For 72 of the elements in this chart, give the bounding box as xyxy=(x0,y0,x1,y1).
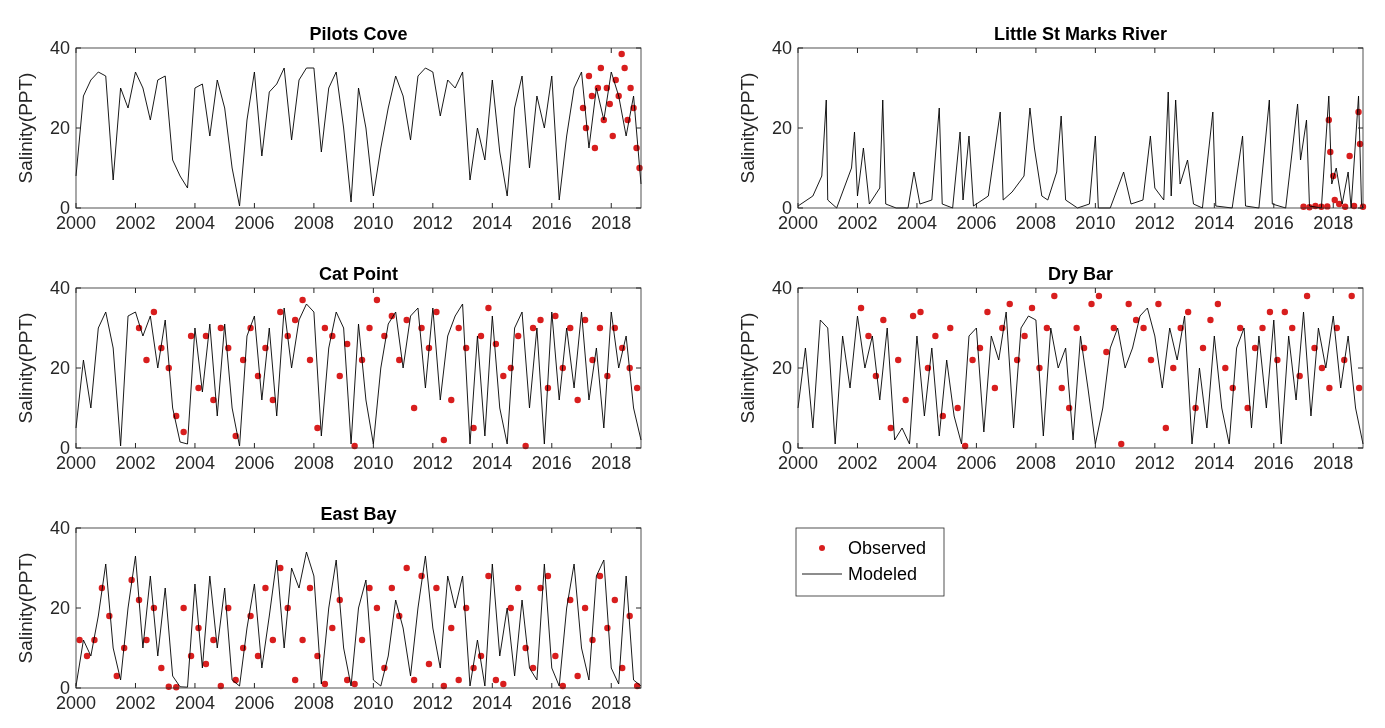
x-tick-label: 2000 xyxy=(55,693,97,713)
y-tick-label: 40 xyxy=(49,38,70,58)
x-tick-label: 2012 xyxy=(412,693,453,713)
legend-label: Modeled xyxy=(848,564,918,584)
x-tick-label: 2008 xyxy=(293,453,334,473)
x-tick-label: 2004 xyxy=(896,453,937,473)
x-tick-label: 2008 xyxy=(293,213,334,233)
x-tick-label: 2006 xyxy=(956,213,997,233)
x-tick-label: 2008 xyxy=(1015,453,1056,473)
x-tick-label: 2008 xyxy=(293,693,334,713)
x-tick-label: 2016 xyxy=(1253,453,1294,473)
x-tick-label: 2018 xyxy=(591,453,632,473)
x-tick-label: 2016 xyxy=(531,213,572,233)
y-axis-title: Salinity(PPT) xyxy=(15,72,36,184)
x-tick-label: 2004 xyxy=(174,693,215,713)
y-axis-title: Salinity(PPT) xyxy=(737,72,758,184)
y-tick-label: 20 xyxy=(49,118,70,138)
x-tick-label: 2002 xyxy=(837,453,878,473)
chart-title: Dry Bar xyxy=(1047,264,1114,284)
x-tick-label: 2012 xyxy=(412,453,453,473)
y-tick-label: 20 xyxy=(771,358,792,378)
x-tick-label: 2014 xyxy=(472,693,513,713)
x-tick-label: 2018 xyxy=(591,693,632,713)
x-tick-label: 2002 xyxy=(115,453,156,473)
y-tick-label: 40 xyxy=(771,278,792,298)
x-tick-label: 2016 xyxy=(1253,213,1294,233)
y-axis-title: Salinity(PPT) xyxy=(15,552,36,664)
x-tick-label: 2018 xyxy=(1313,213,1354,233)
x-tick-label: 2006 xyxy=(234,453,275,473)
chart-title: Little St Marks River xyxy=(993,24,1168,44)
y-axis-title: Salinity(PPT) xyxy=(737,312,758,424)
x-tick-label: 2010 xyxy=(1075,213,1116,233)
x-tick-label: 2010 xyxy=(353,453,394,473)
x-tick-label: 2012 xyxy=(1134,213,1175,233)
x-tick-label: 2000 xyxy=(777,213,819,233)
x-tick-label: 2002 xyxy=(115,213,156,233)
x-tick-label: 2016 xyxy=(531,693,572,713)
x-tick-label: 2002 xyxy=(837,213,878,233)
x-tick-label: 2010 xyxy=(353,213,394,233)
x-tick-label: 2004 xyxy=(896,213,937,233)
chart-title: East Bay xyxy=(320,504,397,524)
x-tick-label: 2016 xyxy=(531,453,572,473)
x-tick-label: 2012 xyxy=(412,213,453,233)
x-tick-label: 2004 xyxy=(174,213,215,233)
chart-title: Pilots Cove xyxy=(309,24,408,44)
x-tick-label: 2006 xyxy=(956,453,997,473)
legend-label: Observed xyxy=(848,538,927,558)
x-tick-label: 2006 xyxy=(234,213,275,233)
y-tick-label: 40 xyxy=(49,518,70,538)
x-tick-label: 2002 xyxy=(115,693,156,713)
x-tick-label: 2014 xyxy=(1194,213,1235,233)
x-tick-label: 2000 xyxy=(55,453,97,473)
y-axis-title: Salinity(PPT) xyxy=(15,312,36,424)
x-tick-label: 2014 xyxy=(472,453,513,473)
y-tick-label: 40 xyxy=(771,38,792,58)
x-tick-label: 2008 xyxy=(1015,213,1056,233)
y-tick-label: 40 xyxy=(49,278,70,298)
x-tick-label: 2014 xyxy=(472,213,513,233)
x-tick-label: 2010 xyxy=(1075,453,1116,473)
x-tick-label: 2004 xyxy=(174,453,215,473)
y-tick-label: 20 xyxy=(771,118,792,138)
y-tick-label: 20 xyxy=(49,598,70,618)
x-tick-label: 2012 xyxy=(1134,453,1175,473)
x-tick-label: 2018 xyxy=(591,213,632,233)
y-tick-label: 20 xyxy=(49,358,70,378)
x-tick-label: 2010 xyxy=(353,693,394,713)
x-tick-label: 2014 xyxy=(1194,453,1235,473)
chart-title: Cat Point xyxy=(319,264,398,284)
x-tick-label: 2000 xyxy=(777,453,819,473)
x-tick-label: 2006 xyxy=(234,693,275,713)
x-tick-label: 2000 xyxy=(55,213,97,233)
x-tick-label: 2018 xyxy=(1313,453,1354,473)
